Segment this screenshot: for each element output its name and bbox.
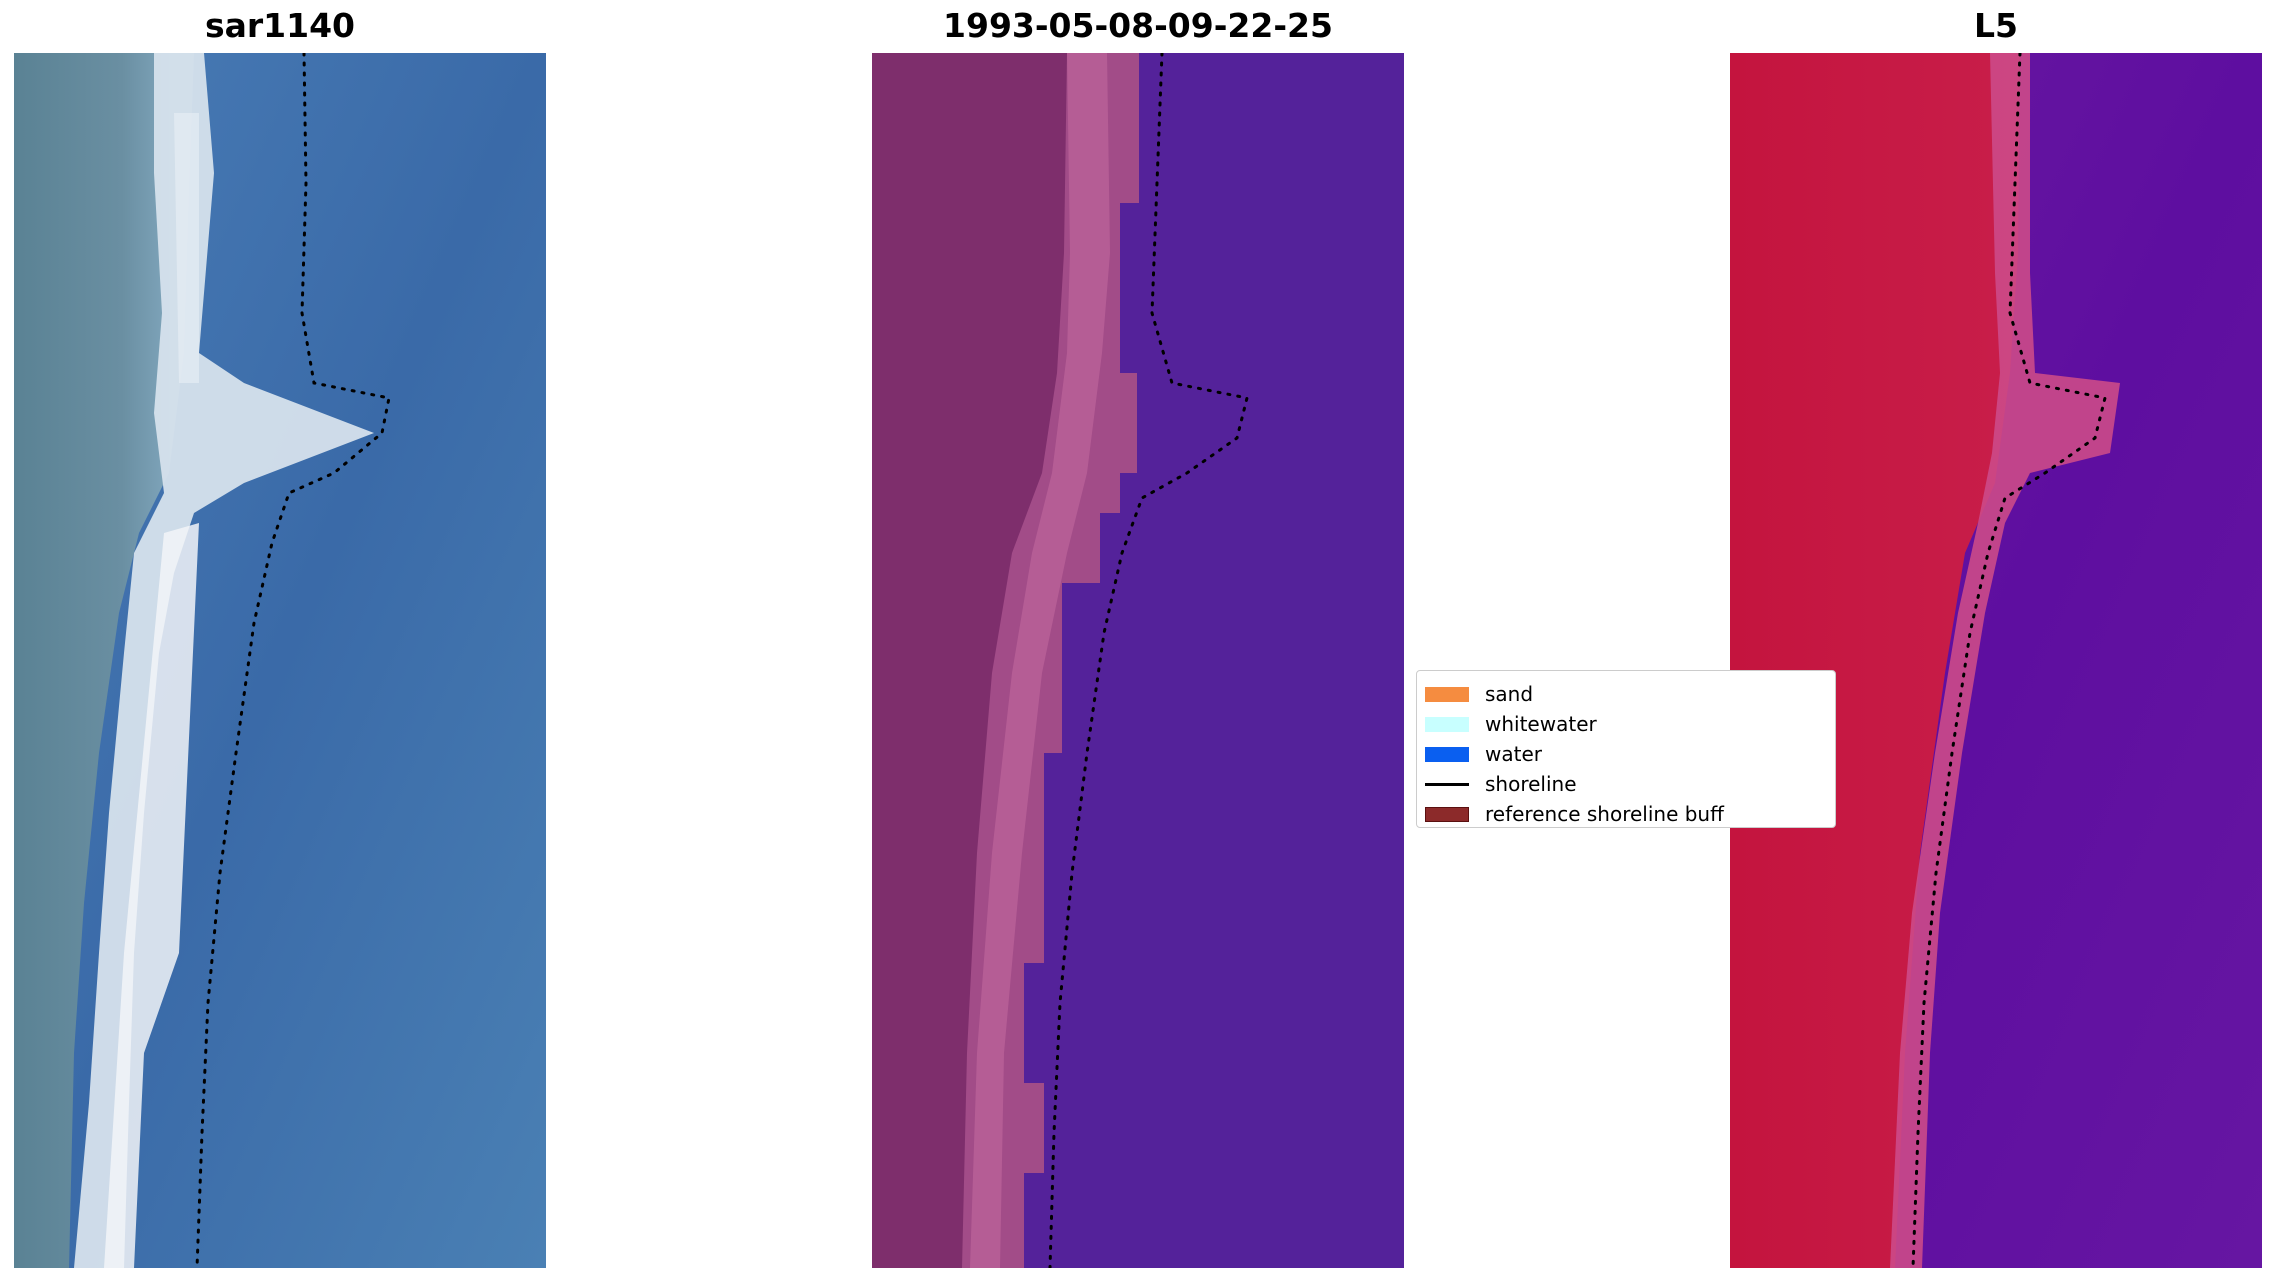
panel-title-date: 1993-05-08-09-22-25 [943, 6, 1333, 45]
land-class-area [872, 53, 1067, 1268]
sand-swatch [1425, 686, 1469, 702]
water-swatch [1425, 746, 1469, 762]
land-index-area [1730, 53, 2020, 1268]
land-area [14, 53, 194, 1268]
bright-sand [174, 113, 199, 383]
rgb-image-canvas [14, 53, 546, 1268]
legend-label-shoreline: shoreline [1485, 772, 1577, 796]
panel-rgb-image [14, 53, 546, 1268]
legend-label-reference-buffer: reference shoreline buff [1485, 802, 1724, 826]
whitewater-swatch [1425, 716, 1469, 732]
legend-label-whitewater: whitewater [1485, 712, 1597, 736]
beach-index-band [1890, 53, 2120, 1268]
panel-title-sar1140: sar1140 [204, 6, 356, 45]
shoreline-dotted [1048, 53, 1249, 1268]
classified-image-canvas [872, 53, 1404, 1268]
legend-item-water: water [1423, 739, 1835, 769]
reference-buffer-swatch [1425, 806, 1469, 822]
shoreline-dotted [1911, 53, 2107, 1268]
legend-label-sand: sand [1485, 682, 1534, 706]
legend: sand whitewater water shoreline referenc… [1416, 670, 1836, 828]
panel-classified-image [872, 53, 1404, 1268]
l5-image-canvas [1730, 53, 2262, 1268]
bright-beach-band [970, 53, 1110, 1268]
legend-item-sand: sand [1423, 679, 1835, 709]
surf-zone [104, 523, 199, 1268]
shoreline-dotted [195, 53, 391, 1268]
legend-item-shoreline: shoreline [1423, 769, 1835, 799]
legend-item-whitewater: whitewater [1423, 709, 1835, 739]
beach-strip [74, 53, 374, 1268]
legend-item-reference-buffer: reference shoreline buff [1423, 799, 1835, 829]
panel-title-l5: L5 [1974, 6, 2018, 45]
legend-label-water: water [1485, 742, 1542, 766]
shoreline-swatch [1425, 782, 1469, 786]
panel-l5-image [1730, 53, 2262, 1268]
